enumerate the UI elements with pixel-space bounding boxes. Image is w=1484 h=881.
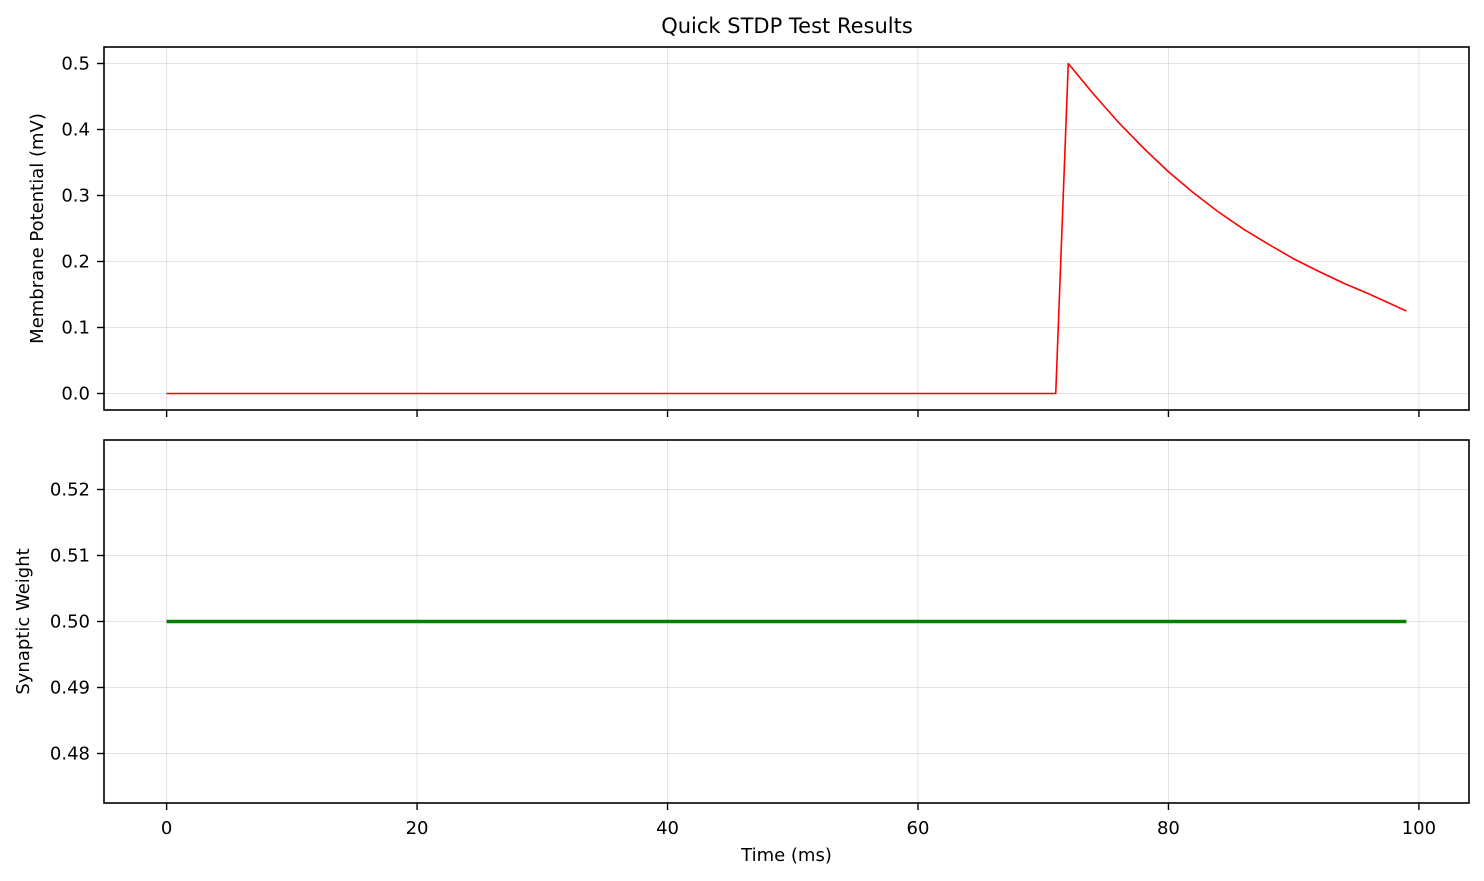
y-axis-label: Membrane Potential (mV): [27, 113, 48, 344]
y-tick-label: 0.5: [61, 54, 90, 75]
chart-title: Quick STDP Test Results: [661, 14, 913, 38]
y-tick-label: 0.1: [61, 318, 90, 339]
y-tick-label: 0.51: [50, 546, 90, 567]
y-tick-label: 0.49: [50, 678, 90, 699]
x-tick-label: 40: [656, 818, 679, 839]
y-tick-label: 0.50: [50, 612, 90, 633]
y-tick-label: 0.4: [61, 120, 90, 141]
series-line: [166, 62, 1407, 395]
y-tick-label: 0.48: [50, 744, 90, 765]
y-tick-label: 0.0: [61, 384, 90, 405]
x-axis-label: Time (ms): [740, 845, 832, 866]
y-tick-label: 0.52: [50, 480, 90, 501]
x-tick-label: 60: [907, 818, 930, 839]
synaptic-weight-plot: 0 20 40 60 80 100 0.48 0.49 0.50 0.51 0.52 Synaptic…: [13, 439, 1470, 866]
x-tick-label: 20: [406, 818, 429, 839]
x-tick-label: 0: [161, 818, 172, 839]
y-tick-label: 0.2: [61, 252, 90, 273]
axes-frame: [103, 46, 1470, 411]
x-tick-label: 80: [1157, 818, 1180, 839]
x-tick-label: 100: [1402, 818, 1436, 839]
y-tick-label: 0.3: [61, 186, 90, 207]
membrane-potential-plot: 0.0 0.1 0.2 0.3 0.4 0.5 Membrane Potential (mV…: [27, 46, 1470, 417]
y-axis-label: Synaptic Weight: [13, 548, 34, 694]
